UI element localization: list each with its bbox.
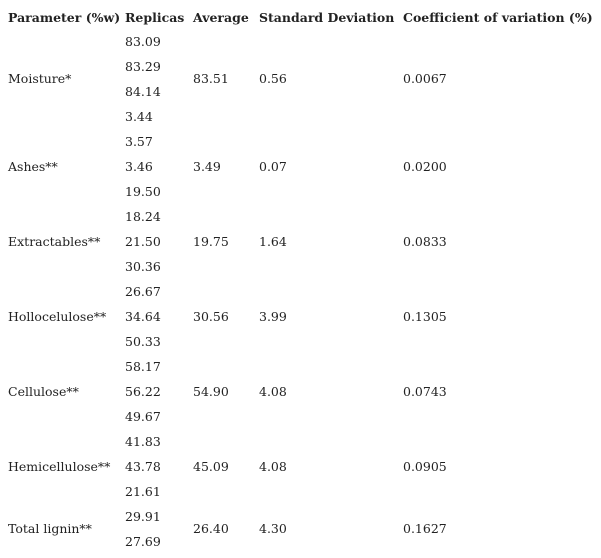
average-cell: 45.09 — [193, 459, 229, 474]
replica-cell: 41.83 — [125, 434, 161, 449]
replica-cell: 49.67 — [125, 409, 161, 424]
replica-cell: 29.91 — [125, 509, 161, 524]
replica-cell: 26.67 — [125, 284, 161, 299]
sd-cell: 3.99 — [259, 309, 287, 324]
parameter-cell: Hollocelulose** — [8, 309, 107, 324]
cv-cell: 0.0067 — [403, 71, 447, 86]
replica-cell: 21.50 — [125, 234, 161, 249]
cv-cell: 0.0200 — [403, 159, 447, 174]
sd-cell: 4.30 — [259, 521, 287, 536]
sd-cell: 0.56 — [259, 71, 287, 86]
parameter-cell: Moisture* — [8, 71, 72, 86]
average-cell: 30.56 — [193, 309, 229, 324]
replica-cell: 56.22 — [125, 384, 161, 399]
sd-cell: 1.64 — [259, 234, 287, 249]
parameter-cell: Ashes** — [8, 159, 58, 174]
replica-cell: 83.29 — [125, 59, 161, 74]
replica-cell: 30.36 — [125, 259, 161, 274]
average-cell: 19.75 — [193, 234, 229, 249]
replica-cell: 3.46 — [125, 159, 153, 174]
parameter-cell: Cellulose** — [8, 384, 79, 399]
cv-cell: 0.1627 — [403, 521, 447, 536]
replica-cell: 18.24 — [125, 209, 161, 224]
sd-cell: 4.08 — [259, 459, 287, 474]
replica-cell: 34.64 — [125, 309, 161, 324]
replica-cell: 43.78 — [125, 459, 161, 474]
parameter-cell: Hemicellulose** — [8, 459, 111, 474]
replica-cell: 83.09 — [125, 34, 161, 49]
average-cell: 83.51 — [193, 71, 229, 86]
header-cell: Replicas — [125, 10, 185, 25]
replica-cell: 84.14 — [125, 84, 161, 99]
replica-cell: 58.17 — [125, 359, 161, 374]
parameter-cell: Total lignin** — [8, 521, 92, 536]
header-cell: Coefficient of variation (%) — [403, 10, 593, 25]
replica-cell: 3.57 — [125, 134, 153, 149]
parameter-cell: Extractables** — [8, 234, 101, 249]
header-cell: Average — [193, 10, 249, 25]
cv-cell: 0.0905 — [403, 459, 447, 474]
replica-cell: 19.50 — [125, 184, 161, 199]
replica-cell: 50.33 — [125, 334, 161, 349]
header-cell: Standard Deviation — [259, 10, 395, 25]
replica-cell: 3.44 — [125, 109, 153, 124]
sd-cell: 0.07 — [259, 159, 287, 174]
cv-cell: 0.0833 — [403, 234, 447, 249]
header-cell: Parameter (%w) — [8, 10, 121, 25]
replica-cell: 21.61 — [125, 484, 161, 499]
cv-cell: 0.1305 — [403, 309, 447, 324]
average-cell: 54.90 — [193, 384, 229, 399]
sd-cell: 4.08 — [259, 384, 287, 399]
average-cell: 26.40 — [193, 521, 229, 536]
replica-cell: 27.69 — [125, 534, 161, 549]
average-cell: 3.49 — [193, 159, 221, 174]
cv-cell: 0.0743 — [403, 384, 447, 399]
